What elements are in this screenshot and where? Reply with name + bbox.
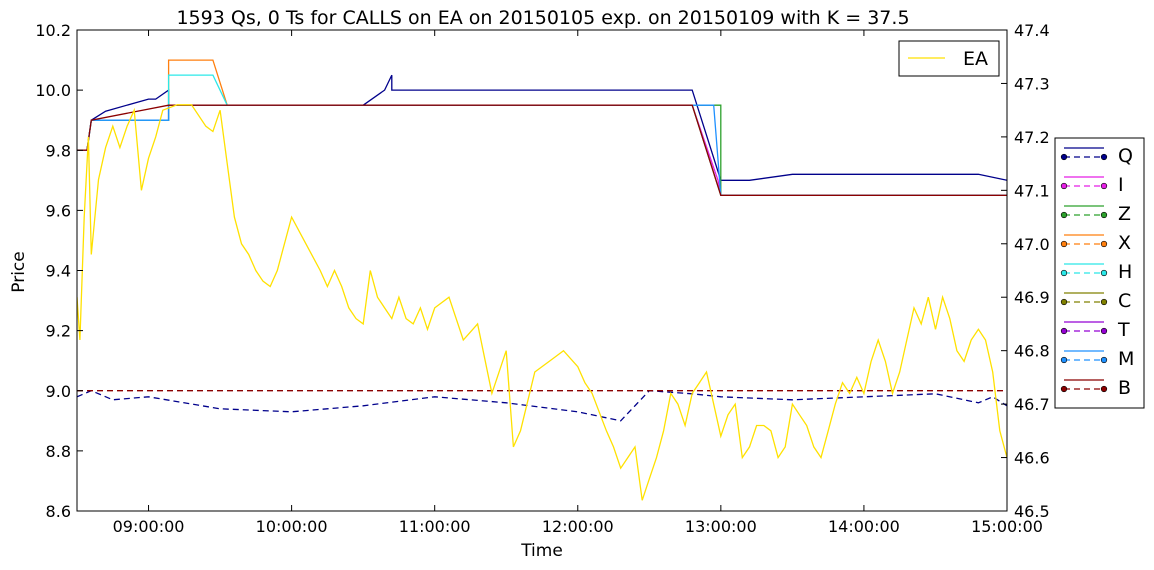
y-tick-label: 9.8 [46, 141, 71, 160]
legend-entry-z: Z [1060, 203, 1131, 225]
legend-marker [1060, 182, 1068, 190]
legend-marker [1100, 327, 1108, 335]
series-line-b [77, 104, 1007, 196]
legend-label: C [1118, 290, 1131, 312]
series-line-h [77, 74, 1007, 196]
legend-marker [1060, 327, 1068, 335]
series-line-i [77, 104, 1007, 196]
legend-marker [1060, 356, 1068, 364]
x-tick-label: 12:00:00 [542, 517, 614, 536]
y2-tick-label: 47.3 [1014, 74, 1050, 93]
legend-marker [1060, 211, 1068, 219]
y-tick-label: 8.6 [46, 502, 71, 521]
x-tick-label: 15:00:00 [971, 517, 1043, 536]
legend-marker [1060, 385, 1068, 393]
plot-frame [76, 29, 1008, 512]
y2-tick-label: 46.7 [1014, 395, 1050, 414]
y-tick-label: 9.0 [46, 382, 71, 401]
legend-marker [1100, 385, 1108, 393]
legend-label: I [1118, 174, 1124, 196]
series-line-ea [77, 104, 1007, 501]
legend-ea-label: EA [963, 48, 988, 70]
series-line-x [77, 59, 1007, 196]
legend-entry-b: B [1060, 377, 1131, 399]
x-tick-label: 14:00:00 [828, 517, 900, 536]
legend-ea: EA [898, 40, 1000, 77]
legend-entry-q: Q [1060, 145, 1133, 167]
legend-marker [1100, 211, 1108, 219]
legend-entry-c: C [1060, 290, 1131, 312]
legend-entry-m: M [1060, 348, 1134, 370]
y-tick-label: 10.2 [35, 21, 71, 40]
y2-tick-label: 46.8 [1014, 342, 1050, 361]
legend-label: T [1117, 319, 1130, 341]
chart-title: 1593 Qs, 0 Ts for CALLS on EA on 2015010… [176, 7, 909, 29]
y-axis-label: Price [9, 251, 29, 292]
legend-marker [1100, 269, 1108, 277]
legend-label: Q [1118, 145, 1133, 167]
legend-marker [1100, 356, 1108, 364]
y2-tick-label: 47.0 [1014, 235, 1050, 254]
y2-tick-label: 46.5 [1014, 502, 1050, 521]
legend-entry-h: H [1060, 261, 1132, 283]
y2-tick-label: 47.4 [1014, 21, 1050, 40]
legend-entry-i: I [1060, 174, 1124, 196]
y2-tick-label: 46.6 [1014, 449, 1050, 468]
y2-tick-label: 46.9 [1014, 288, 1050, 307]
y-tick-label: 8.8 [46, 442, 71, 461]
legend-label: M [1118, 348, 1134, 370]
y-tick-label: 9.6 [46, 201, 71, 220]
legend-label: B [1118, 377, 1131, 399]
y-tick-label: 9.4 [46, 262, 71, 281]
series-line-m [77, 104, 1007, 196]
legend-marker [1060, 240, 1068, 248]
series-line-q [77, 74, 1007, 181]
y-tick-label: 9.2 [46, 322, 71, 341]
x-tick-label: 13:00:00 [685, 517, 757, 536]
x-axis-label: Time [520, 541, 563, 561]
legend-marker [1100, 182, 1108, 190]
legend-label: Z [1118, 203, 1131, 225]
legend-marker [1060, 269, 1068, 277]
series-line-q-bid [77, 389, 1007, 422]
x-tick-label: 10:00:00 [256, 517, 328, 536]
legend-entry-x: X [1060, 232, 1131, 254]
legend-marker [1060, 153, 1068, 161]
y2-tick-label: 47.2 [1014, 128, 1050, 147]
legend-marker [1100, 240, 1108, 248]
legend-label: H [1118, 261, 1132, 283]
series-line-z [77, 104, 1007, 196]
x-tick-label: 09:00:00 [113, 517, 185, 536]
legend-marker [1060, 298, 1068, 306]
legend-label: X [1118, 232, 1131, 254]
legend-marker [1100, 298, 1108, 306]
x-tick-label: 11:00:00 [399, 517, 471, 536]
legend-marker [1100, 153, 1108, 161]
legend-entry-t: T [1060, 319, 1130, 341]
y-tick-label: 10.0 [35, 81, 71, 100]
y2-tick-label: 47.1 [1014, 181, 1050, 200]
